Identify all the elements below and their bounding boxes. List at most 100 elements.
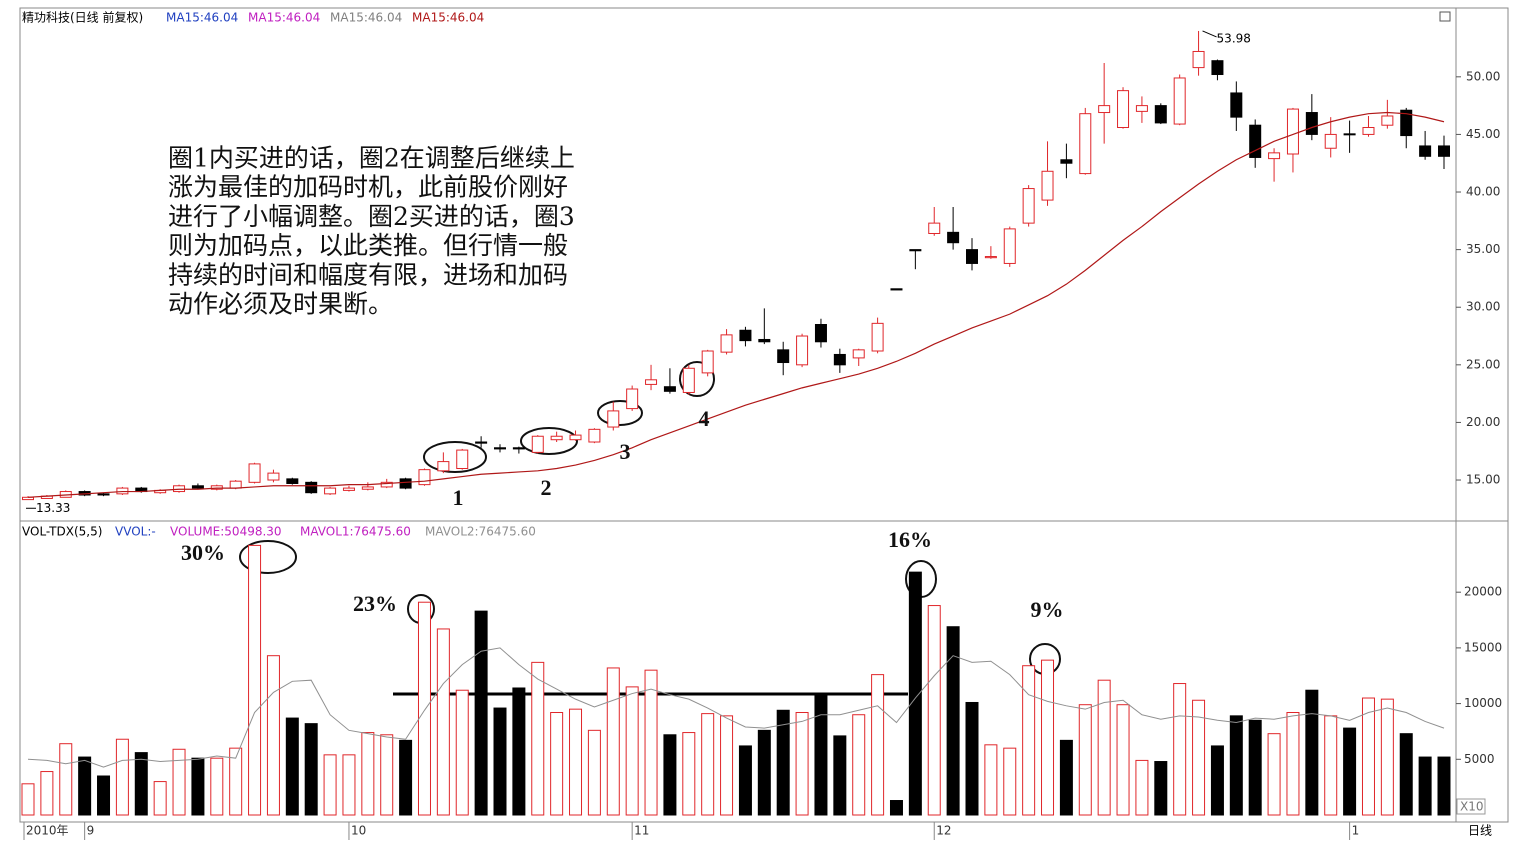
candle-body bbox=[814, 324, 827, 343]
candle-body bbox=[437, 461, 450, 472]
candle-body bbox=[324, 487, 337, 495]
legend-item: MA15:46.04 bbox=[248, 11, 320, 25]
volume-bar bbox=[455, 689, 469, 816]
unit-box bbox=[1456, 798, 1486, 815]
volume-bar bbox=[1059, 739, 1073, 816]
volume-bar bbox=[1116, 704, 1130, 816]
y-tick-label: 25.00 bbox=[1466, 357, 1500, 371]
volume-bar bbox=[342, 754, 356, 816]
candle-body bbox=[645, 379, 658, 385]
volume-bar bbox=[720, 715, 734, 816]
volume-bar bbox=[1248, 719, 1262, 816]
volume-bar bbox=[871, 674, 885, 816]
ma-line bbox=[27, 111, 1445, 498]
candle-body bbox=[1211, 60, 1224, 76]
mavol-line bbox=[27, 647, 1445, 768]
volume-bar bbox=[40, 771, 54, 816]
volume-bar bbox=[380, 734, 394, 816]
volume-bar bbox=[531, 661, 545, 816]
candle-body bbox=[1098, 105, 1111, 114]
legend-item: VOLUME:50498.30 bbox=[170, 525, 282, 539]
candle-body bbox=[550, 435, 563, 441]
volume-bar bbox=[248, 544, 262, 816]
volume-bar bbox=[229, 747, 243, 816]
circle-label: 2 bbox=[541, 475, 552, 500]
candle-body bbox=[1400, 109, 1413, 137]
volume-bar bbox=[59, 743, 73, 816]
legend-item: MA15:46.04 bbox=[166, 11, 238, 25]
volume-bar bbox=[606, 667, 620, 816]
candle-body bbox=[1117, 90, 1130, 129]
candle-body bbox=[607, 410, 620, 428]
y-tick-label: 30.00 bbox=[1466, 300, 1500, 314]
candle-body bbox=[833, 353, 846, 366]
volume-bar bbox=[814, 694, 828, 816]
circle bbox=[679, 361, 715, 397]
circle-label: 1 bbox=[453, 485, 464, 510]
circle bbox=[239, 540, 297, 574]
candle-body bbox=[191, 485, 204, 489]
candle-body bbox=[569, 434, 582, 441]
volume-bar bbox=[1097, 679, 1111, 816]
volume-bar bbox=[776, 709, 790, 816]
candle-body bbox=[1192, 50, 1205, 69]
volume-bar bbox=[965, 701, 979, 816]
volume-bar bbox=[644, 669, 658, 816]
volume-bar bbox=[1192, 699, 1206, 816]
volume-bar bbox=[191, 757, 205, 816]
volume-bar bbox=[795, 712, 809, 816]
volume-bar bbox=[587, 729, 601, 816]
volume-bar bbox=[78, 756, 92, 816]
candle-body bbox=[97, 493, 110, 496]
frame bbox=[19, 7, 1509, 823]
x-tick-label: 11 bbox=[634, 824, 649, 838]
volume-bar bbox=[1286, 712, 1300, 816]
y-tick-label: 20.00 bbox=[1466, 415, 1500, 429]
volume-bar bbox=[1361, 697, 1375, 816]
volume-bar bbox=[210, 757, 224, 816]
candle-body bbox=[1249, 124, 1262, 158]
volume-bar bbox=[1305, 689, 1319, 816]
x-tick-label: 12 bbox=[936, 824, 951, 838]
candle-body bbox=[928, 222, 941, 234]
marker-arrow bbox=[1202, 30, 1217, 38]
circle-label: 4 bbox=[699, 406, 710, 431]
candle-body bbox=[588, 428, 601, 443]
volume-bar bbox=[550, 712, 564, 816]
volume-bar bbox=[115, 738, 129, 816]
volume-bar bbox=[625, 686, 639, 816]
candle-body bbox=[361, 486, 374, 490]
volume-bar bbox=[1437, 756, 1451, 816]
annotation-text: 则为加码点，以此类推。但行情一般 bbox=[168, 231, 568, 260]
volume-bar bbox=[682, 732, 696, 816]
candle-body bbox=[947, 231, 960, 244]
annotation-text: 动作必须及时果断。 bbox=[168, 290, 393, 319]
y-tick-label: 45.00 bbox=[1466, 127, 1500, 141]
restore-button[interactable] bbox=[1439, 11, 1451, 22]
volume-bar bbox=[946, 626, 960, 816]
volume-bar bbox=[852, 714, 866, 816]
legend-item: MA15:46.04 bbox=[330, 11, 402, 25]
candle-body bbox=[1154, 105, 1167, 124]
legend-item: MA15:46.04 bbox=[412, 11, 484, 25]
candle-body bbox=[796, 335, 809, 366]
candle-body bbox=[1343, 133, 1356, 136]
annotation-text: 涨为最佳的加码时机，此前股价刚好 bbox=[168, 173, 568, 202]
candle-body bbox=[909, 249, 922, 252]
volume-bar bbox=[1343, 727, 1357, 816]
annotation-text: 进行了小幅调整。圈2买进的话，圈3 bbox=[168, 202, 575, 231]
volume-bar bbox=[1418, 756, 1432, 816]
candle-body bbox=[475, 441, 488, 444]
y-tick-label: 40.00 bbox=[1466, 185, 1500, 199]
candle-body bbox=[1381, 115, 1394, 126]
candle-body bbox=[1079, 113, 1092, 175]
candle-body bbox=[1438, 145, 1450, 157]
volume-bar bbox=[266, 655, 280, 816]
volume-bar bbox=[399, 739, 413, 816]
volume-bar bbox=[21, 783, 35, 816]
x-tick-label: 9 bbox=[87, 824, 95, 838]
volume-bar bbox=[304, 723, 318, 816]
volume-bar bbox=[97, 775, 111, 816]
y-tick-label: 5000 bbox=[1464, 752, 1495, 766]
candle-body bbox=[720, 334, 733, 353]
